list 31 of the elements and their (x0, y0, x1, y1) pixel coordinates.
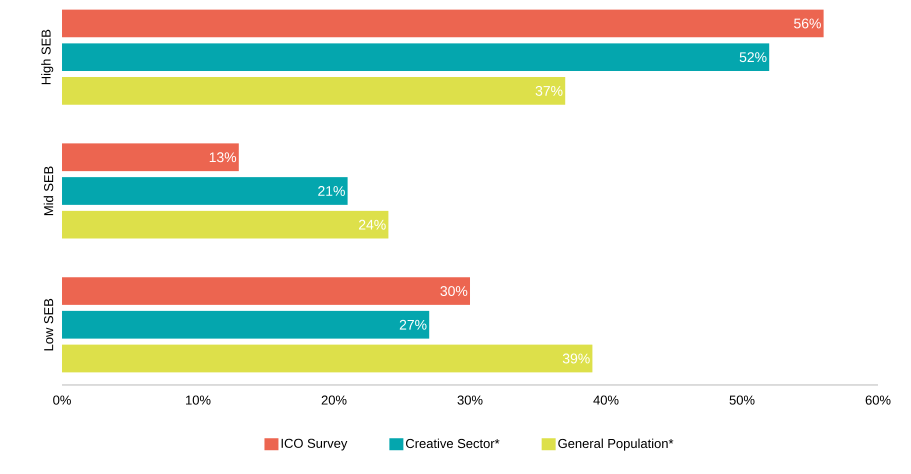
data-label: 52% (740, 52, 767, 62)
x-tick-label: 10% (186, 396, 211, 405)
legend-label: General Population* (558, 438, 674, 451)
y-tick-label: Low SEB (44, 298, 54, 350)
data-label: 13% (210, 152, 236, 162)
bar (62, 77, 566, 105)
data-label: 37% (536, 86, 563, 96)
y-tick-label: High SEB (41, 30, 54, 84)
x-tick-label: 50% (730, 396, 755, 405)
bar (62, 310, 430, 339)
bar (62, 43, 770, 72)
data-label: 39% (562, 354, 590, 364)
data-label: 30% (440, 286, 468, 296)
y-tick-label: Mid SEB (44, 166, 54, 216)
bar (62, 210, 388, 239)
x-tick-label: 0% (53, 396, 71, 405)
data-label: 56% (794, 18, 821, 28)
x-tick-label: 20% (322, 396, 347, 405)
data-label: 21% (318, 186, 345, 196)
bar (62, 10, 824, 38)
legend-label: Creative Sector* (406, 438, 500, 448)
bar (62, 143, 239, 172)
bar (62, 344, 592, 372)
data-label: 24% (358, 220, 386, 230)
x-tick-label: 60% (866, 396, 891, 405)
x-tick-label: 40% (593, 396, 619, 405)
data-label: 27% (400, 320, 427, 330)
bar (62, 177, 348, 205)
bar (62, 277, 470, 305)
x-tick-label: 30% (458, 396, 483, 405)
legend-label: ICO Survey (282, 438, 348, 450)
